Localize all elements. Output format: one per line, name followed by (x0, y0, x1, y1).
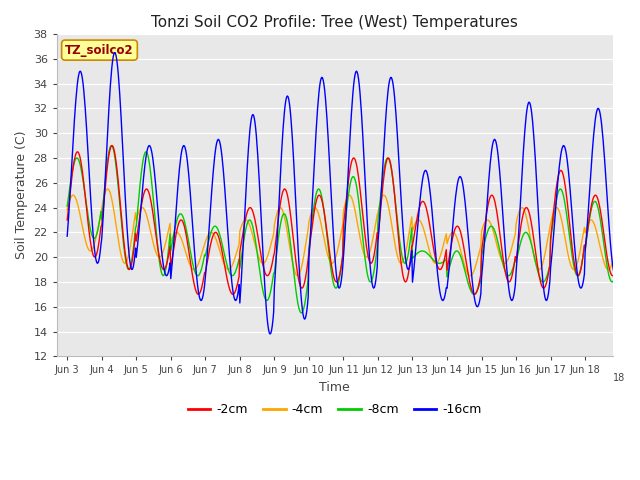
-8cm (129, 252, 136, 257)
-2cm (259, 258, 266, 264)
-16cm (615, 256, 623, 262)
-8cm (108, 143, 116, 148)
-16cm (257, 220, 265, 226)
-8cm (433, 259, 440, 265)
-16cm (230, 295, 238, 300)
-4cm (63, 207, 71, 213)
-4cm (257, 260, 265, 265)
-2cm (229, 291, 237, 297)
-4cm (615, 233, 623, 239)
-8cm (278, 214, 286, 219)
-16cm (279, 127, 287, 132)
-2cm (401, 279, 409, 285)
Line: -4cm: -4cm (67, 189, 619, 276)
-8cm (298, 310, 305, 316)
-4cm (401, 254, 408, 260)
-2cm (433, 259, 440, 264)
Y-axis label: Soil Temperature (C): Soil Temperature (C) (15, 131, 28, 259)
Title: Tonzi Soil CO2 Profile: Tree (West) Temperatures: Tonzi Soil CO2 Profile: Tree (West) Temp… (151, 15, 518, 30)
-2cm (615, 250, 623, 255)
-8cm (63, 204, 71, 209)
-16cm (401, 253, 409, 259)
-8cm (230, 272, 238, 277)
Line: -2cm: -2cm (67, 145, 619, 294)
-2cm (63, 217, 71, 223)
Text: TZ_soilco2: TZ_soilco2 (65, 44, 134, 57)
-16cm (266, 331, 274, 337)
-16cm (63, 233, 71, 239)
-8cm (615, 252, 623, 258)
Line: -8cm: -8cm (67, 145, 619, 313)
-2cm (129, 255, 136, 261)
-8cm (401, 260, 409, 266)
X-axis label: Time: Time (319, 381, 350, 394)
-4cm (278, 207, 286, 213)
-16cm (111, 49, 118, 55)
Text: 18: 18 (612, 373, 625, 383)
-2cm (231, 289, 239, 295)
Line: -16cm: -16cm (67, 52, 619, 334)
-4cm (129, 229, 136, 235)
-8cm (257, 280, 265, 286)
-2cm (279, 188, 287, 194)
-16cm (129, 266, 136, 272)
-2cm (108, 143, 116, 148)
-4cm (230, 258, 238, 264)
-4cm (466, 273, 474, 278)
Legend: -2cm, -4cm, -8cm, -16cm: -2cm, -4cm, -8cm, -16cm (183, 398, 487, 421)
-16cm (433, 257, 440, 263)
-4cm (104, 186, 111, 192)
-4cm (431, 261, 439, 266)
